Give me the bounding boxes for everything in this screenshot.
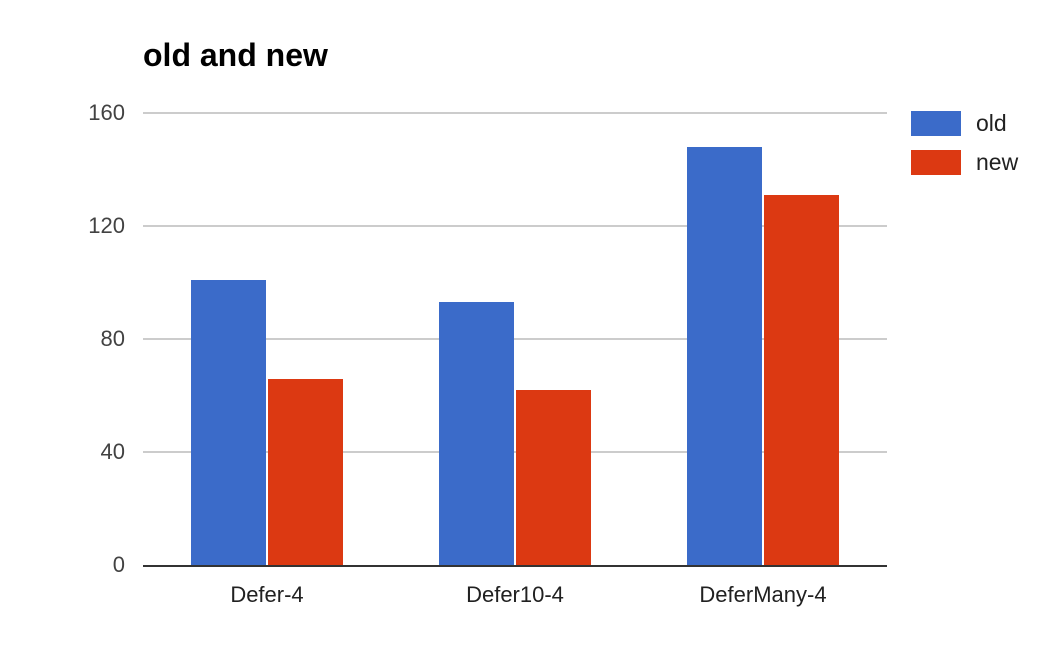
- legend-label-old: old: [976, 110, 1007, 136]
- bar-new-Defer-4[interactable]: [268, 378, 343, 565]
- y-tick-label-40: 40: [100, 439, 125, 464]
- legend-swatch-new: [911, 150, 961, 175]
- legend-item-new[interactable]: new: [911, 149, 1018, 176]
- x-axis-line: [143, 565, 887, 567]
- bar-new-DeferMany-4[interactable]: [764, 194, 839, 565]
- bar-old-Defer-4[interactable]: [191, 279, 266, 565]
- bar-old-Defer10-4[interactable]: [439, 302, 514, 565]
- y-tick-label-80: 80: [100, 326, 125, 351]
- y-tick-label-120: 120: [88, 213, 125, 238]
- x-category-label-Defer10-4: Defer10-4: [466, 582, 564, 607]
- chart-title: old and new: [143, 37, 328, 73]
- x-category-label-Defer-4: Defer-4: [230, 582, 304, 607]
- gridline-y-120: [143, 225, 887, 227]
- legend-swatch-old: [911, 111, 961, 136]
- bar-old-DeferMany-4[interactable]: [687, 146, 762, 565]
- y-tick-label-160: 160: [88, 100, 125, 125]
- y-tick-label-0: 0: [112, 552, 125, 577]
- gridline-y-80: [143, 338, 887, 340]
- legend: old new: [911, 110, 1018, 176]
- bar-new-Defer10-4[interactable]: [516, 389, 591, 565]
- x-category-label-DeferMany-4: DeferMany-4: [699, 582, 827, 607]
- plot-area: [143, 112, 887, 567]
- gridline-y-40: [143, 451, 887, 453]
- legend-item-old[interactable]: old: [911, 110, 1018, 137]
- legend-label-new: new: [976, 149, 1019, 175]
- gridline-y-160: [143, 112, 887, 114]
